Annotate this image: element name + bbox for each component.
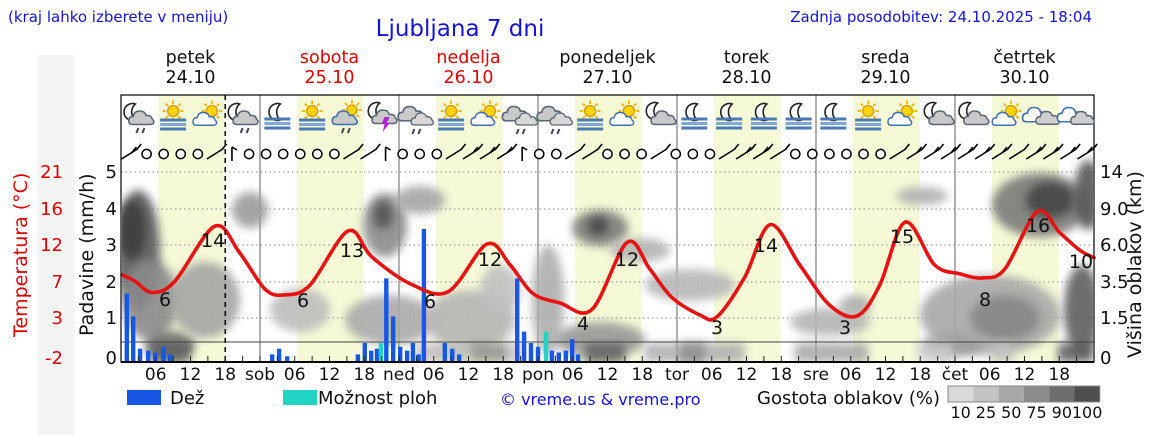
svg-text:10: 10: [950, 403, 970, 422]
page-title: Ljubljana 7 dni: [375, 16, 545, 42]
svg-text:4: 4: [577, 313, 589, 335]
svg-text:1.5: 1.5: [1100, 308, 1129, 329]
svg-text:06: 06: [284, 365, 306, 385]
day-header-torek: torek 28.10: [721, 48, 772, 88]
svg-text:3.5: 3.5: [1100, 272, 1129, 293]
svg-text:pon: pon: [522, 365, 554, 385]
svg-text:12: 12: [319, 365, 341, 385]
svg-text:12: 12: [478, 249, 502, 271]
svg-text:1: 1: [106, 308, 117, 329]
svg-text:12: 12: [875, 365, 897, 385]
svg-text:7: 7: [52, 272, 63, 293]
day-header-sreda: sreda 29.10: [860, 48, 911, 88]
svg-text:12: 12: [180, 365, 202, 385]
svg-text:06: 06: [562, 365, 584, 385]
svg-text:6: 6: [297, 290, 309, 312]
svg-text:sre: sre: [803, 365, 829, 385]
svg-text:0: 0: [1100, 348, 1111, 369]
svg-text:14: 14: [1100, 162, 1123, 183]
svg-text:3: 3: [839, 317, 851, 339]
day-header-ponedeljek: ponedeljek 27.10: [559, 48, 656, 88]
svg-text:18: 18: [631, 365, 653, 385]
svg-text:2: 2: [106, 272, 117, 293]
svg-text:15: 15: [890, 226, 914, 248]
svg-text:0: 0: [106, 348, 117, 369]
svg-text:12: 12: [458, 365, 480, 385]
svg-text:06: 06: [423, 365, 445, 385]
svg-text:12: 12: [615, 249, 639, 271]
day-header-petek: petek 24.10: [165, 48, 216, 88]
svg-text:3: 3: [106, 235, 117, 256]
rain-legend-swatch: [127, 390, 161, 405]
svg-text:18: 18: [770, 365, 792, 385]
svg-text:10: 10: [1069, 251, 1093, 273]
svg-text:6.0: 6.0: [1100, 235, 1129, 256]
rain-legend-label: Dež: [170, 388, 205, 409]
svg-text:25: 25: [976, 403, 996, 422]
svg-text:18: 18: [353, 365, 375, 385]
temp-scale-background: [37, 55, 75, 435]
svg-text:50: 50: [1001, 403, 1021, 422]
svg-text:06: 06: [145, 365, 167, 385]
location-menu-hint[interactable]: (kraj lahko izberete v meniju): [8, 8, 229, 26]
day-header-cetrtek: četrtek 30.10: [993, 48, 1056, 88]
day-header-sobota: sobota 25.10: [299, 48, 360, 88]
svg-text:12: 12: [736, 365, 758, 385]
svg-text:18: 18: [492, 365, 514, 385]
svg-text:14: 14: [201, 230, 225, 252]
svg-text:06: 06: [979, 365, 1001, 385]
copyright-link[interactable]: © vreme.us & vreme.pro: [500, 390, 701, 409]
svg-text:ned: ned: [383, 365, 415, 385]
svg-text:9.0: 9.0: [1100, 199, 1129, 220]
svg-text:5: 5: [106, 162, 117, 183]
svg-text:75: 75: [1026, 403, 1046, 422]
svg-text:6: 6: [159, 289, 171, 311]
svg-text:tor: tor: [665, 365, 689, 385]
svg-text:18: 18: [214, 365, 236, 385]
svg-text:21: 21: [40, 162, 63, 183]
svg-text:18: 18: [1048, 365, 1070, 385]
svg-text:8: 8: [979, 289, 991, 311]
last-update-text: Zadnja posodobitev: 24.10.2025 - 18:04: [790, 8, 1092, 26]
svg-text:4: 4: [106, 199, 117, 220]
svg-text:12: 12: [597, 365, 619, 385]
svg-text:14: 14: [754, 235, 778, 257]
svg-text:100: 100: [1072, 403, 1103, 422]
svg-text:3: 3: [52, 308, 63, 329]
cloud-density-legend-label: Gostota oblakov (%): [757, 388, 941, 409]
day-header-nedelja: nedelja 26.10: [436, 48, 501, 88]
svg-text:-2: -2: [45, 348, 63, 369]
svg-text:12: 12: [40, 235, 63, 256]
svg-text:16: 16: [1026, 215, 1050, 237]
svg-text:18: 18: [909, 365, 931, 385]
svg-text:3: 3: [711, 317, 723, 339]
svg-text:sob: sob: [245, 365, 275, 385]
svg-text:06: 06: [701, 365, 723, 385]
showers-legend-swatch: [283, 390, 317, 405]
svg-text:6: 6: [424, 291, 436, 313]
svg-text:16: 16: [40, 199, 63, 220]
svg-text:06: 06: [840, 365, 862, 385]
svg-text:12: 12: [1014, 365, 1036, 385]
svg-text:13: 13: [340, 240, 364, 262]
showers-legend-label: Možnost ploh: [318, 388, 438, 409]
svg-text:90: 90: [1052, 403, 1072, 422]
svg-text:čet: čet: [942, 365, 969, 385]
